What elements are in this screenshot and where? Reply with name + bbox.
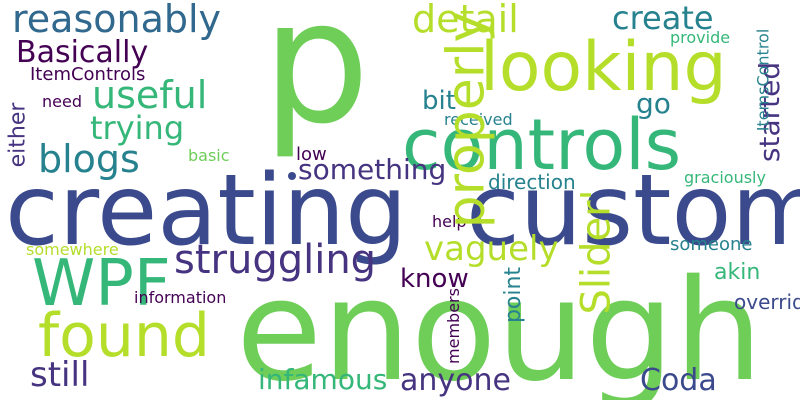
- word-know: go: [636, 87, 671, 120]
- word-provide: provide: [670, 28, 731, 47]
- word-someone: someone: [670, 234, 753, 255]
- word-dot: [288, 172, 296, 180]
- word-help: help: [432, 212, 467, 231]
- word-properly: infamous: [258, 363, 388, 396]
- word-point: point: [501, 266, 527, 324]
- word-something: bit: [422, 86, 456, 116]
- word-basically: Basically: [16, 35, 149, 70]
- word-create: create: [612, 0, 714, 37]
- word-custom: custom: [466, 154, 800, 268]
- word-basic: basic: [188, 146, 230, 165]
- word-controls: controls: [402, 104, 682, 186]
- word-found: found: [38, 301, 210, 371]
- word-need: need: [42, 92, 82, 111]
- word-information: somewhere: [26, 240, 119, 259]
- word-wpf: WPF: [32, 247, 171, 321]
- word-members: information: [134, 288, 227, 307]
- word-still: properly: [436, 11, 497, 229]
- word-either: either: [5, 102, 31, 168]
- word-anyone: something: [298, 153, 447, 186]
- word-started: Coda: [640, 363, 717, 398]
- word-trying: trying: [90, 109, 185, 147]
- word-received: received: [444, 110, 513, 129]
- word-itemscontrol: ItemsControl: [753, 28, 773, 132]
- word-bit: vaguely: [424, 229, 559, 269]
- word-blogs: blogs: [38, 137, 140, 181]
- word-direction: direction: [488, 170, 576, 194]
- word-low: low: [296, 144, 327, 165]
- word-graciously: graciously: [684, 168, 766, 187]
- word-looking: looking: [480, 28, 727, 107]
- word-override: members: [443, 288, 463, 364]
- word-p: p: [262, 0, 370, 162]
- word-vaguely: struggling: [174, 237, 377, 283]
- word-go: Slider': [573, 189, 620, 315]
- word-creating: creating: [5, 154, 408, 268]
- word-slider: anyone: [400, 363, 511, 398]
- word-enough: enough: [236, 250, 763, 400]
- word-give: override: [734, 290, 800, 314]
- word-reasonably: reasonably: [12, 0, 222, 41]
- word-useful: useful: [92, 73, 208, 117]
- word-detail: detail: [412, 0, 519, 41]
- word-struggling: still: [30, 355, 90, 395]
- word-coda: know: [400, 264, 469, 294]
- word-akin: akin: [714, 260, 761, 285]
- word-itemcontrols: ItemControls: [30, 64, 146, 85]
